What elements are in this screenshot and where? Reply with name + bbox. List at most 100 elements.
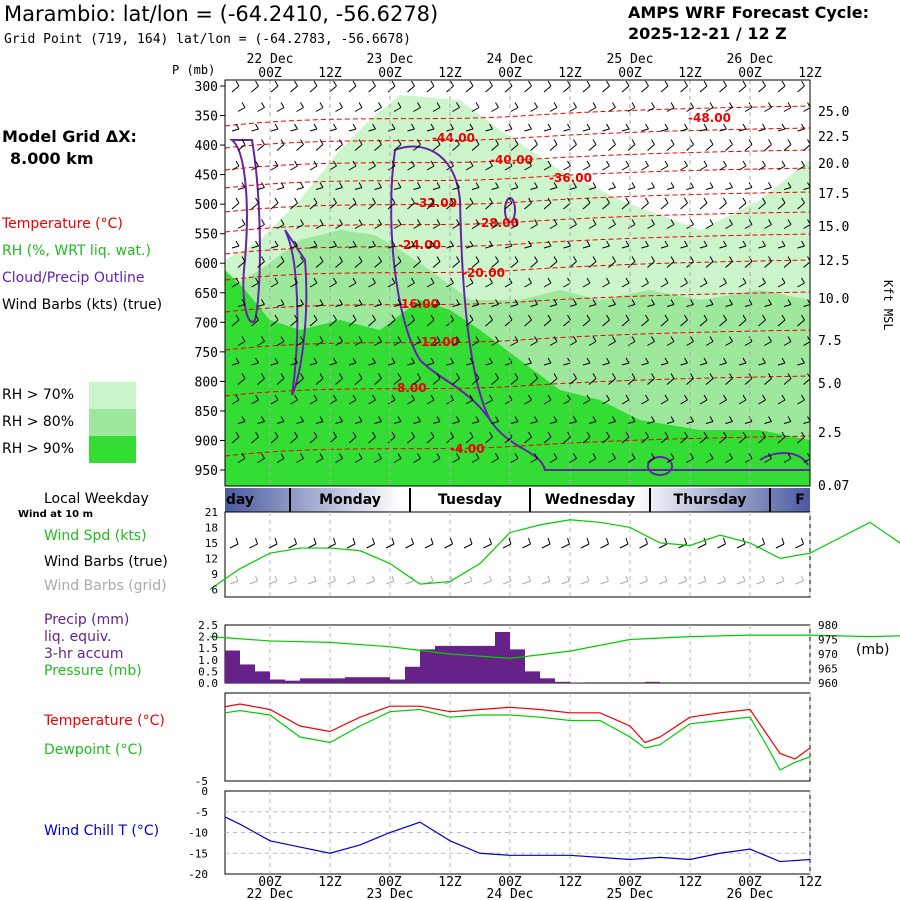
wind-barb <box>276 139 285 151</box>
wind-barbs-grid-label: Wind Barbs (grid) <box>44 578 167 594</box>
wind-barb <box>705 373 714 385</box>
top-time-label: 00Z <box>498 66 522 81</box>
isotherm-line <box>225 291 810 313</box>
wind-barb <box>543 160 552 171</box>
wind-barb <box>627 453 636 463</box>
wind-barb <box>231 123 240 132</box>
wind-barb <box>270 240 279 249</box>
wind-barb <box>296 299 304 307</box>
wind-barb <box>666 139 675 151</box>
wind-barb <box>485 160 493 171</box>
wind-barb <box>524 277 532 288</box>
wind-barb <box>471 453 480 463</box>
wind-barb <box>744 139 753 151</box>
wind-barb <box>764 453 772 463</box>
wind-barb <box>719 277 727 288</box>
wind-barb <box>510 416 519 424</box>
wind-barb <box>485 240 493 249</box>
wind-barb-grid <box>463 575 473 585</box>
axis-labels: P (mb) 300 350 400 450 500 550 600 650 700 750 800 8… <box>172 52 895 900</box>
wind-barb <box>413 139 421 151</box>
wind-barb <box>641 80 649 93</box>
wind-barb <box>705 139 714 151</box>
wind-barb <box>452 139 460 151</box>
wind-barb <box>270 394 279 405</box>
wind-barb <box>660 357 669 366</box>
wind-barb <box>329 197 337 210</box>
p-tick-label: 450 <box>195 169 218 184</box>
wind-barb <box>797 80 805 93</box>
wind-barb <box>471 182 480 190</box>
rh70-label: RH > 70% <box>2 387 75 403</box>
wind-barb <box>680 80 688 93</box>
wind-barb <box>797 277 805 288</box>
wind-barb <box>432 256 441 268</box>
cloud-outline-4 <box>390 149 491 421</box>
wind-barb <box>549 453 558 463</box>
wind-barb-grid <box>483 575 492 585</box>
wind-barb-true <box>268 537 278 549</box>
wind-barb <box>407 240 415 249</box>
top-date-label: 26 Dec <box>727 52 774 67</box>
wind-barb <box>348 357 357 366</box>
wind-barb <box>738 314 747 327</box>
wind-barb <box>719 240 727 249</box>
wind-barb <box>335 256 343 268</box>
temperature-label: Temperature (°C) <box>44 713 165 729</box>
wind-barb <box>354 373 363 385</box>
windchill-tick-label: -15 <box>188 847 208 860</box>
wind-barb <box>465 197 474 210</box>
wind-barb <box>543 123 552 132</box>
wind-barb <box>666 219 675 229</box>
dewpoint-label: Dewpoint (°C) <box>44 742 143 758</box>
wind-barb <box>530 416 538 424</box>
wind-barb <box>621 240 630 249</box>
wind-barb <box>270 277 279 288</box>
wind-barb <box>608 139 616 151</box>
isotherm-label: -12.00 <box>416 335 459 349</box>
wind-barb <box>725 256 733 268</box>
wind-barb <box>777 314 786 327</box>
wind-barb <box>387 197 396 210</box>
wind-barb-grid <box>756 575 765 585</box>
cloud-outline-2 <box>284 229 308 396</box>
cycle-line-1: AMPS WRF Forecast Cycle: <box>628 3 870 22</box>
wind-barb <box>309 240 318 249</box>
wind-barb <box>549 182 558 190</box>
top-time-label: 00Z <box>258 66 282 81</box>
wind-barb <box>530 219 538 229</box>
wind-barb <box>309 80 318 93</box>
wind-barb <box>296 182 304 190</box>
wind-barb <box>465 314 474 327</box>
wind-barb <box>276 453 285 463</box>
wind-barb <box>705 219 714 229</box>
wind-barb <box>315 336 324 346</box>
wind-barb <box>276 416 285 424</box>
wind-barb <box>582 357 591 366</box>
p-tick-label: 350 <box>195 110 218 125</box>
wind-barb <box>524 240 532 249</box>
wind-barb <box>549 102 558 112</box>
wind-barb <box>237 453 246 463</box>
wind-barb <box>680 431 688 444</box>
wind-barb <box>251 277 259 288</box>
wind-barb <box>602 357 610 366</box>
precip-bar <box>270 679 285 683</box>
wind-barb <box>270 160 279 171</box>
wind-barb <box>315 102 324 112</box>
wind-barb <box>432 373 441 385</box>
kft-tick-label: 22.5 <box>818 130 849 145</box>
wind-barb <box>452 256 460 268</box>
windchill-tick-label: -10 <box>188 827 208 840</box>
grid-point-label: Grid Point (719, 164) lat/lon = (-64.278… <box>4 32 411 47</box>
bottom-date-label: 22 Dec <box>247 887 294 900</box>
wind-barb <box>504 123 513 132</box>
bottom-time-label: 12Z <box>318 875 342 890</box>
wind-barb <box>446 240 454 249</box>
wind-barb <box>608 453 616 463</box>
wind-barb <box>738 394 747 405</box>
wind-barb <box>666 182 675 190</box>
wind-barb <box>231 80 240 93</box>
kft-tick-label: 12.5 <box>818 254 849 269</box>
wind-barb <box>354 102 363 112</box>
